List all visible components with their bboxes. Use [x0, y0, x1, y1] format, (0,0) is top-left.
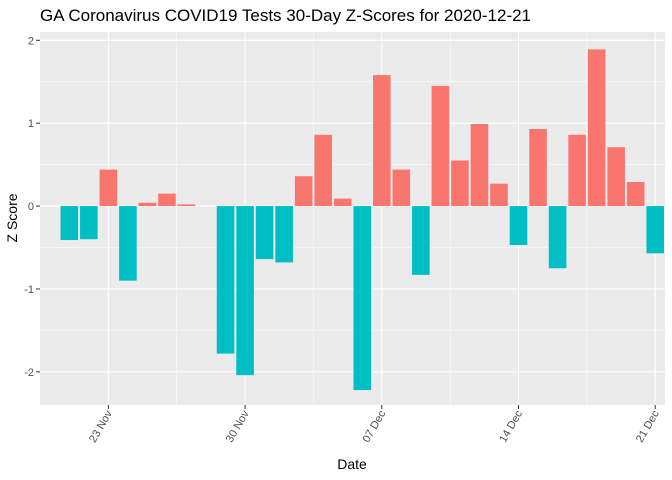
y-tick-label: -1 [24, 284, 34, 296]
x-tick-label: 21 Dec [634, 408, 662, 445]
chart-title: GA Coronavirus COVID19 Tests 30-Day Z-Sc… [40, 6, 531, 25]
y-tick-label: 2 [28, 35, 34, 47]
x-tick-label: 14 Dec [497, 408, 525, 445]
bar [373, 75, 391, 207]
y-tick-label: -2 [24, 367, 34, 379]
y-axis-title: Z Score [4, 193, 20, 242]
bar [119, 206, 137, 281]
bar [216, 206, 235, 354]
bar [470, 124, 489, 207]
bar [568, 134, 586, 207]
bar [509, 206, 528, 246]
bar [412, 206, 430, 275]
bar [138, 202, 157, 207]
bar [236, 206, 254, 376]
bar [451, 160, 469, 207]
bar [646, 206, 665, 254]
bar [333, 198, 352, 207]
bar [177, 204, 196, 207]
bar [392, 169, 411, 207]
bar [529, 128, 547, 207]
x-axis-ticks: 23 Nov 30 Nov 07 Dec 14 Dec 21 Dec [87, 405, 662, 445]
x-tick-label: 23 Nov [87, 408, 115, 445]
bar [99, 169, 118, 207]
grid-minor [40, 32, 665, 405]
bar [255, 206, 274, 260]
bar [60, 206, 79, 241]
bar [314, 134, 332, 207]
bar [158, 193, 176, 207]
y-axis-ticks: -2 -1 0 1 2 [24, 35, 40, 379]
bar [353, 206, 372, 391]
bar [626, 182, 645, 207]
y-tick-label: 0 [28, 201, 34, 213]
bar [431, 85, 450, 207]
x-tick-label: 30 Nov [224, 408, 252, 445]
bar [80, 206, 98, 240]
x-axis-title: Date [337, 456, 367, 472]
x-tick-label: 07 Dec [361, 408, 389, 445]
bar [548, 206, 567, 269]
bar [490, 183, 508, 207]
bar [294, 176, 313, 207]
bar [607, 147, 625, 207]
y-tick-label: 1 [28, 118, 34, 130]
bar [587, 49, 606, 207]
bars [60, 49, 665, 391]
bar [275, 206, 293, 263]
